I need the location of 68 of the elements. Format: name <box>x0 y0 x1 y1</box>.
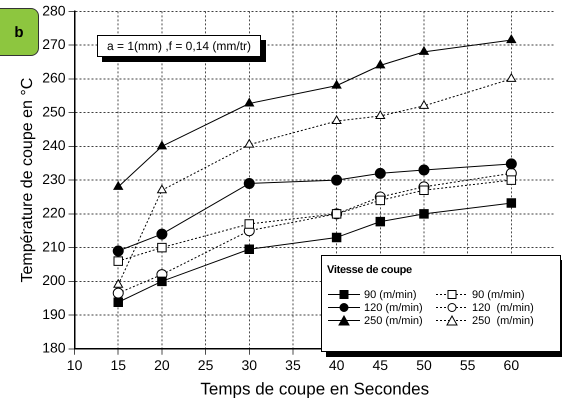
y-tick-label: 250 <box>42 103 66 120</box>
point <box>375 60 386 68</box>
point <box>113 256 123 266</box>
point <box>113 279 124 288</box>
point <box>376 216 386 226</box>
point <box>331 174 342 186</box>
point <box>157 184 167 194</box>
legend-title: Vitesse de coupe <box>327 264 413 276</box>
x-axis-title: Temps de coupe en Secondes <box>200 379 430 398</box>
x-tick-label: 45 <box>372 357 388 374</box>
x-tick-label: 20 <box>154 357 170 374</box>
point <box>506 158 517 170</box>
point <box>374 168 386 179</box>
point <box>157 276 167 286</box>
point <box>244 244 254 254</box>
legend-label: 120 (m/min) <box>472 302 534 314</box>
point <box>332 209 342 219</box>
x-tick-label: 30 <box>241 357 258 374</box>
point <box>506 175 516 185</box>
legend-label: 90 (m/min) <box>472 288 525 300</box>
y-axis-title: Température de coupe en °C <box>19 78 36 282</box>
y-tick-label: 240 <box>42 137 66 154</box>
point <box>156 228 168 240</box>
point <box>112 245 124 256</box>
legend-label: 90 (m/min) <box>364 288 417 300</box>
x-tick-label: 25 <box>198 357 214 374</box>
point <box>419 185 429 195</box>
point <box>157 140 167 150</box>
point <box>419 100 429 109</box>
point <box>113 297 123 307</box>
point <box>332 80 342 89</box>
legend-label: 120 (m/min) <box>364 302 423 314</box>
point <box>506 73 516 82</box>
x-tick-label: 55 <box>460 357 476 374</box>
y-tick-label: 210 <box>42 238 66 254</box>
legend-label: 250 (m/min) <box>472 314 534 326</box>
y-tick-label: 280 <box>42 2 66 18</box>
point <box>244 178 255 189</box>
point <box>418 164 430 176</box>
x-tick-label: 40 <box>328 357 345 374</box>
point <box>419 46 429 55</box>
annotation: a = 1(mm) ,f = 0,14 (mm/tr) <box>97 35 262 57</box>
point <box>506 34 516 44</box>
y-tick-label: 180 <box>42 340 66 356</box>
y-tick-label: 270 <box>42 36 66 52</box>
y-tick-label: 230 <box>42 170 66 187</box>
point <box>244 219 254 229</box>
point <box>112 288 124 299</box>
point <box>244 98 254 107</box>
point <box>113 181 124 190</box>
point <box>332 232 342 242</box>
point <box>419 209 429 219</box>
x-tick-label: 15 <box>110 357 126 374</box>
y-tick-label: 220 <box>42 204 66 221</box>
point <box>376 196 386 206</box>
y-tick-label: 200 <box>42 272 66 288</box>
y-tick-label: 260 <box>42 70 66 86</box>
x-tick-label: 60 <box>504 357 520 374</box>
legend-label: 250 (m/min) <box>364 314 423 326</box>
x-tick-label: 35 <box>285 357 301 374</box>
point <box>244 139 254 148</box>
x-tick-label: 10 <box>66 357 83 374</box>
point <box>506 198 516 208</box>
point <box>157 242 167 252</box>
point <box>375 110 386 119</box>
point <box>332 116 342 124</box>
x-tick-label: 50 <box>416 357 432 374</box>
y-tick-label: 190 <box>42 306 66 322</box>
